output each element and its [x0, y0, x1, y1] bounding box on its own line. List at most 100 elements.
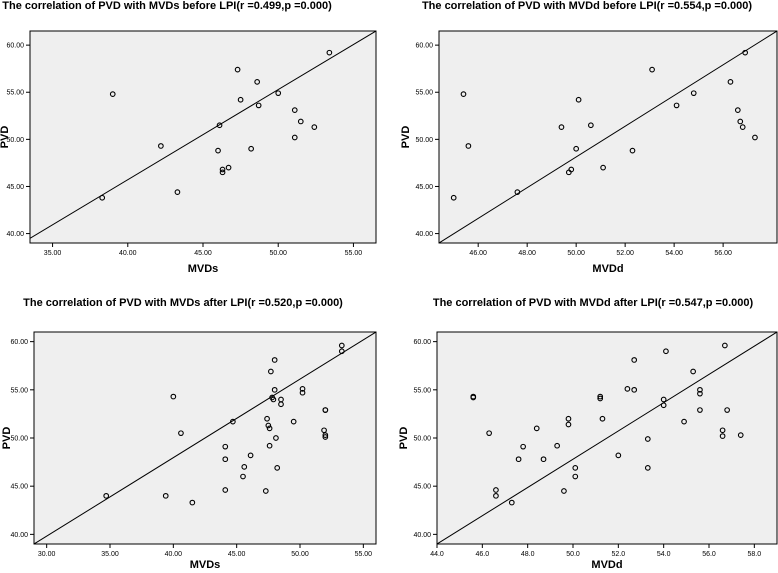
x-tick-label: 50.0	[566, 551, 580, 558]
data-point	[255, 102, 262, 109]
data-point	[597, 395, 604, 402]
data-point	[697, 386, 703, 393]
y-tick-label: 45.00	[10, 484, 28, 491]
x-axis-label: MVDd	[591, 559, 622, 571]
x-tick-label: 48.00	[518, 250, 536, 257]
data-point	[268, 368, 274, 375]
data-point	[573, 145, 580, 152]
data-point	[265, 422, 272, 429]
x-tick-label: 35.00	[101, 551, 119, 558]
x-tick-label: 46.0	[476, 551, 490, 558]
data-point	[727, 79, 734, 85]
data-point	[266, 442, 273, 449]
data-point	[575, 96, 582, 103]
data-point	[216, 122, 223, 129]
data-point	[450, 194, 457, 201]
data-point	[299, 389, 306, 396]
x-tick-label: 56.0	[702, 551, 716, 558]
data-point	[649, 66, 655, 73]
y-tick-label: 40.00	[6, 231, 24, 238]
data-point	[219, 166, 226, 173]
data-point	[520, 443, 526, 450]
data-point	[565, 415, 572, 422]
data-point	[615, 452, 622, 459]
y-tick-label: 60.00	[6, 43, 24, 50]
data-point	[737, 432, 744, 438]
y-tick-label: 40.00	[10, 532, 28, 539]
data-point	[99, 194, 106, 201]
data-point	[297, 118, 304, 125]
data-point	[322, 407, 329, 413]
data-point	[254, 79, 261, 85]
data-point	[681, 418, 687, 425]
data-point	[225, 164, 232, 171]
data-point	[588, 122, 594, 129]
x-axis-label: MVDd	[592, 263, 623, 275]
y-axis-label: PVD	[1, 427, 13, 450]
data-point	[508, 499, 515, 506]
data-point	[109, 91, 116, 97]
y-tick-label: 50.00	[10, 436, 28, 443]
chart-title: The correlation of PVD with MVDd before …	[422, 0, 752, 12]
data-point	[690, 368, 696, 375]
data-point	[631, 386, 638, 393]
data-point	[311, 124, 318, 130]
data-point	[299, 386, 306, 392]
data-point	[631, 357, 638, 363]
data-point	[597, 393, 604, 400]
x-tick-label: 56.00	[714, 250, 732, 257]
data-point	[248, 145, 254, 152]
x-tick-label: 52.0	[612, 551, 626, 558]
data-point	[291, 107, 298, 113]
data-point	[275, 90, 282, 97]
data-point	[219, 169, 226, 176]
data-point	[158, 143, 164, 149]
data-point	[222, 443, 229, 450]
x-tick-label: 40.00	[165, 551, 183, 558]
y-tick-label: 40.00	[413, 532, 431, 539]
data-point	[752, 134, 758, 141]
data-point	[271, 386, 278, 393]
data-point	[572, 473, 579, 480]
data-point	[162, 492, 169, 499]
y-tick-label: 55.00	[6, 90, 24, 97]
data-point	[690, 90, 697, 97]
scatter-panel-3: The correlation of PVD with MVDs after L…	[1, 297, 377, 571]
data-point	[558, 124, 565, 130]
data-point	[719, 433, 726, 439]
data-point	[734, 107, 741, 113]
data-point	[644, 436, 651, 442]
data-point	[465, 143, 472, 149]
data-point	[515, 456, 522, 463]
data-point	[240, 473, 246, 480]
data-point	[724, 407, 730, 413]
data-point	[470, 394, 477, 401]
data-point	[554, 442, 560, 449]
data-point	[660, 402, 667, 409]
y-tick-label: 45.00	[6, 184, 24, 191]
data-point	[326, 49, 333, 56]
y-tick-label: 50.00	[415, 137, 433, 144]
x-tick-label: 40.00	[119, 250, 137, 257]
x-tick-label: 45.00	[194, 250, 212, 257]
data-point	[178, 430, 184, 437]
y-axis-label: PVD	[0, 126, 11, 149]
data-point	[629, 147, 636, 154]
y-tick-label: 45.00	[415, 184, 433, 191]
data-point	[170, 393, 177, 400]
x-tick-label: 50.00	[291, 551, 309, 558]
data-point	[624, 386, 631, 392]
x-tick-label: 46.00	[469, 250, 487, 257]
data-point	[230, 418, 236, 425]
data-point	[274, 465, 281, 471]
data-point	[215, 147, 221, 154]
x-tick-label: 58.0	[748, 551, 762, 558]
data-point	[271, 357, 278, 363]
data-point	[486, 430, 492, 437]
data-point	[568, 166, 575, 173]
data-point	[572, 465, 579, 471]
x-tick-label: 48.0	[521, 551, 535, 558]
x-axis-label: MVDs	[188, 263, 219, 275]
y-tick-label: 55.00	[10, 387, 28, 394]
y-tick-label: 55.00	[413, 387, 431, 394]
